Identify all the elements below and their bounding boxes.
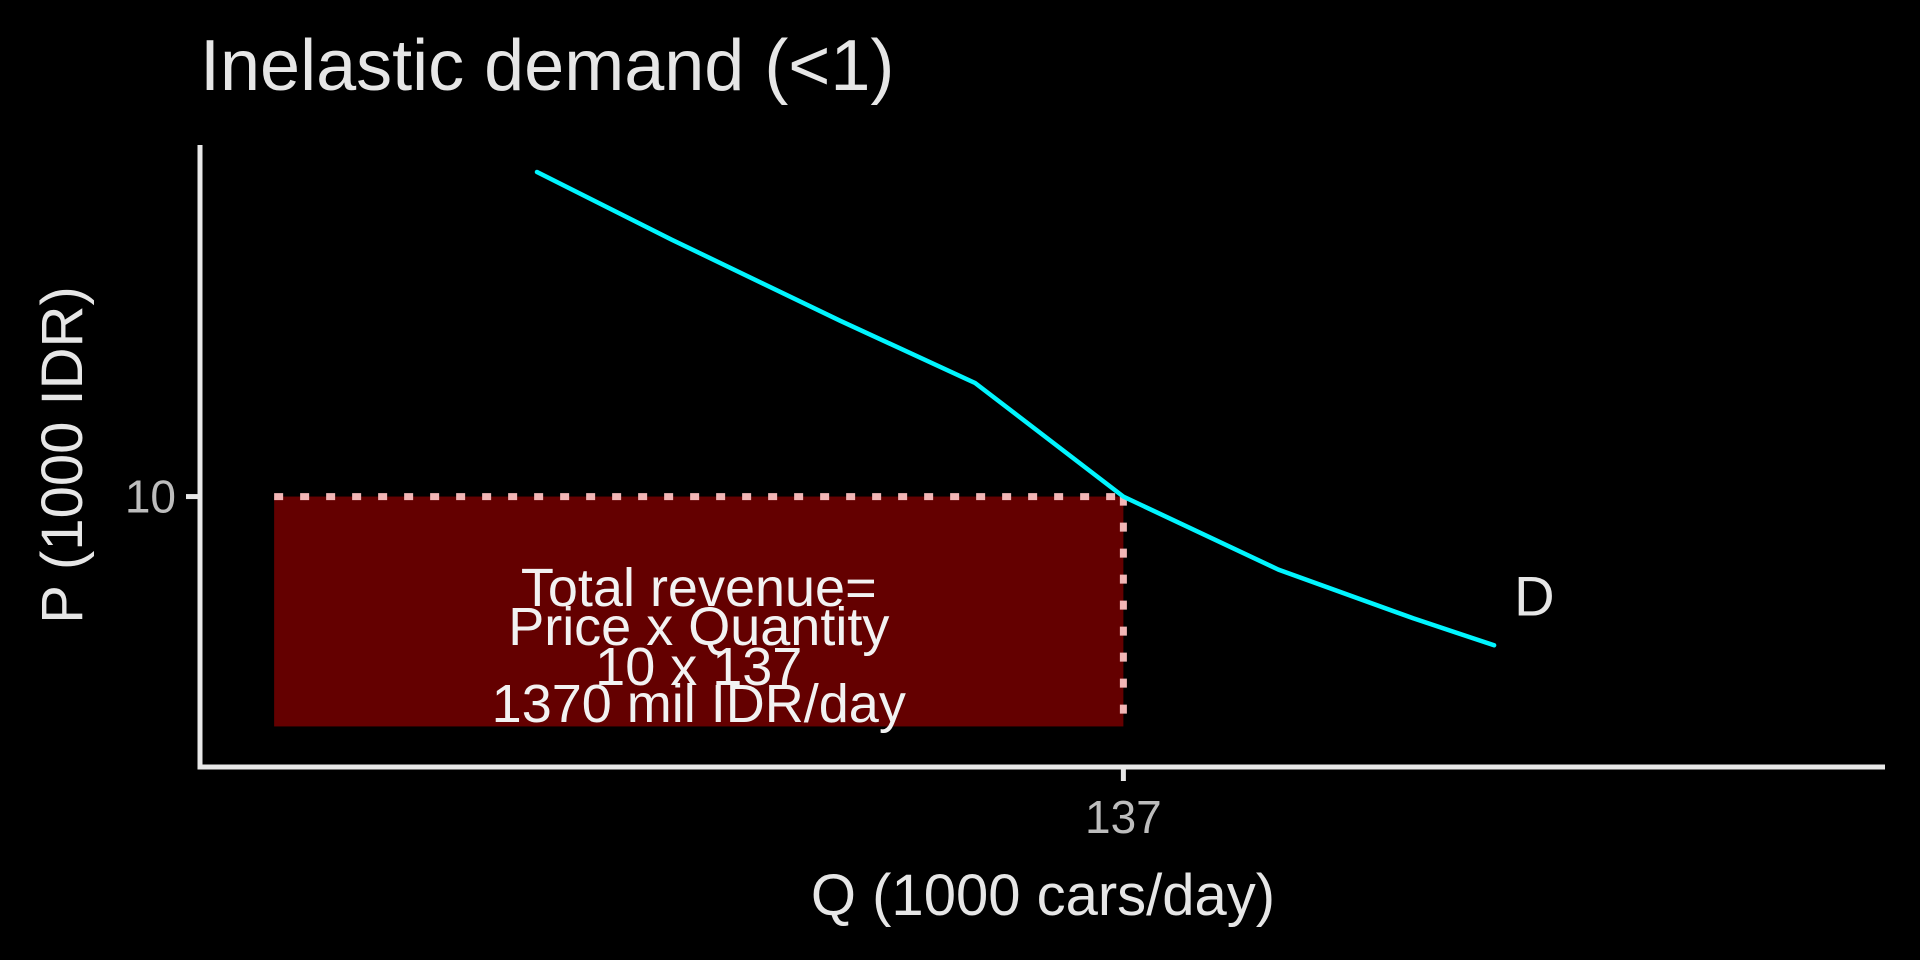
chart-title: Inelastic demand (<1) [200,26,894,106]
x-tick-label: 137 [1085,791,1162,843]
x-axis-title: Q (1000 cars/day) [811,863,1275,928]
y-axis-title: P (1000 IDR) [30,286,95,623]
demand-curve-label: D [1514,564,1554,627]
y-tick-label: 10 [125,471,176,523]
annotation-line: 1370 mil IDR/day [492,674,906,734]
